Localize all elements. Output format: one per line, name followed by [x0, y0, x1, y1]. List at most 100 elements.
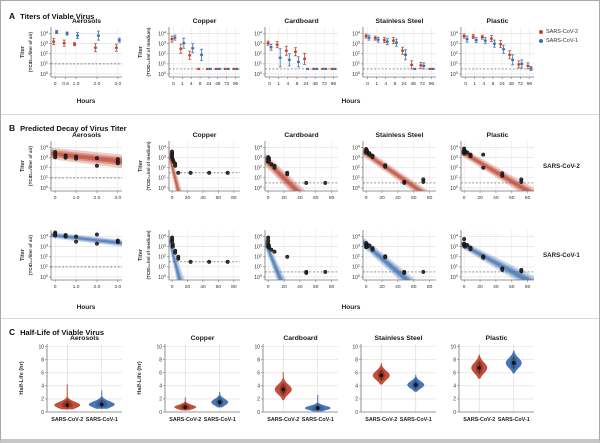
svg-text:102: 102	[450, 51, 458, 58]
legend-item-sars-cov-1: SARS-CoV-1	[539, 38, 578, 44]
svg-text:104: 104	[352, 144, 360, 151]
svg-text:0: 0	[41, 410, 44, 416]
svg-text:Cardboard: Cardboard	[283, 335, 317, 342]
svg-text:80: 80	[231, 284, 237, 290]
svg-text:6: 6	[453, 371, 456, 377]
svg-text:8: 8	[453, 357, 456, 363]
svg-text:100: 100	[158, 185, 166, 192]
svg-text:SARS-CoV-2: SARS-CoV-2	[365, 417, 397, 423]
svg-text:SARS-CoV-1: SARS-CoV-1	[302, 417, 334, 423]
svg-text:4: 4	[453, 384, 456, 390]
svg-text:(TCID₅₀/liter of air): (TCID₅₀/liter of air)	[28, 31, 33, 72]
svg-text:0: 0	[172, 81, 175, 87]
svg-text:Half-Life (hr): Half-Life (hr)	[137, 361, 143, 394]
svg-text:104: 104	[450, 233, 458, 240]
svg-text:1.0: 1.0	[73, 195, 80, 201]
svg-text:0: 0	[171, 284, 174, 290]
svg-text:20: 20	[477, 195, 483, 201]
panelB-cov1-plot-stainless-steel: 0 20 40 60 80 100 101 102 103 104	[347, 218, 439, 304]
panelB-row-sars-cov-1: 0 1.0 2.0 3.0 100 101 102 103 104 Titer (TCID₅₀/li…	[13, 218, 537, 304]
svg-text:0: 0	[54, 81, 57, 87]
svg-text:102: 102	[158, 51, 166, 58]
svg-text:104: 104	[158, 30, 166, 37]
svg-text:104: 104	[450, 144, 458, 151]
svg-text:2.0: 2.0	[94, 284, 101, 290]
legend-item-sars-cov-2: SARS-CoV-2	[539, 29, 578, 35]
svg-text:0: 0	[366, 81, 369, 87]
svg-text:104: 104	[40, 144, 48, 151]
svg-text:101: 101	[40, 264, 48, 271]
svg-text:102: 102	[254, 51, 262, 58]
svg-text:Aerosols: Aerosols	[70, 335, 99, 342]
svg-text:8: 8	[41, 357, 44, 363]
svg-text:3.0: 3.0	[114, 195, 121, 201]
panelB-cov2-plot-stainless-steel: 0 20 40 60 80 100 101 102 103 104 Stainless Steel	[347, 129, 439, 215]
svg-text:40: 40	[200, 284, 206, 290]
sars-cov-2-marker-icon	[539, 30, 543, 34]
svg-text:Aerosols: Aerosols	[72, 132, 101, 139]
svg-text:72: 72	[322, 81, 328, 87]
svg-text:0: 0	[464, 81, 467, 87]
svg-text:103: 103	[158, 154, 166, 161]
svg-text:100: 100	[352, 274, 360, 281]
svg-text:0: 0	[171, 195, 174, 201]
svg-text:40: 40	[297, 284, 303, 290]
svg-text:40: 40	[297, 195, 303, 201]
svg-text:104: 104	[254, 30, 262, 37]
section-a-letter: A	[9, 11, 16, 21]
svg-text:Titer: Titer	[20, 159, 26, 172]
svg-text:100: 100	[254, 71, 262, 78]
svg-text:101: 101	[40, 61, 48, 68]
svg-text:1: 1	[181, 81, 184, 87]
svg-text:80: 80	[427, 195, 433, 201]
sars-cov-1-marker-icon	[539, 39, 543, 43]
svg-text:6: 6	[159, 371, 162, 377]
svg-text:102: 102	[40, 254, 48, 261]
svg-text:2.0: 2.0	[94, 195, 101, 201]
panelB-row-sars-cov-2: 0 1.0 2.0 3.0 100 101 102 103 104 Titer (TCID₅₀/li…	[13, 129, 537, 215]
svg-text:3.0: 3.0	[114, 81, 121, 87]
svg-text:Half-Life (hr): Half-Life (hr)	[19, 361, 25, 394]
svg-text:104: 104	[254, 144, 262, 151]
section-b-header: B Predicted Decay of Virus Titer	[9, 118, 127, 136]
panelA-plot-stainless-steel: 0 1 4 8 24 48 72 96 100 101 102 103 104 Stainless Ste…	[347, 15, 439, 101]
svg-text:72: 72	[420, 81, 426, 87]
svg-text:100: 100	[158, 274, 166, 281]
svg-text:SARS-CoV-2: SARS-CoV-2	[51, 417, 83, 423]
svg-text:6: 6	[41, 371, 44, 377]
section-b-title: Predicted Decay of Virus Titer	[20, 124, 127, 133]
svg-text:104: 104	[158, 144, 166, 151]
panelC-plot-aerosols: 0 2 4 6 8 10 Half-Life (hr) Aerosols SARS-CoV-2 S…	[13, 332, 125, 439]
svg-text:100: 100	[40, 274, 48, 281]
svg-text:4: 4	[355, 384, 358, 390]
section-c-letter: C	[9, 327, 16, 337]
svg-text:20: 20	[477, 284, 483, 290]
svg-text:SARS-CoV-1: SARS-CoV-1	[86, 417, 118, 423]
svg-text:100: 100	[352, 185, 360, 192]
svg-text:6: 6	[257, 371, 260, 377]
svg-text:103: 103	[254, 154, 262, 161]
svg-text:80: 80	[329, 195, 335, 201]
svg-text:1.0: 1.0	[73, 284, 80, 290]
svg-text:Cardboard: Cardboard	[284, 18, 318, 25]
panelA-plot-cardboard: 0 1 4 8 24 48 72 96 100 101 102 103 104 Cardboard	[249, 15, 341, 101]
svg-text:60: 60	[411, 195, 417, 201]
svg-text:103: 103	[352, 243, 360, 250]
section-b-letter: B	[9, 123, 16, 133]
svg-text:4: 4	[190, 81, 193, 87]
panelB-cov2-plot-plastic: 0 20 40 60 80 100 101 102 103 104 Plastic	[445, 129, 537, 215]
panelA-plot-aerosols: 0 0.5 1.0 2.0 3.0 100 101 102 103 104 Titer (TCID₅₀…	[13, 15, 125, 101]
svg-text:2: 2	[41, 397, 44, 403]
panelC-plot-cardboard: 0 2 4 6 8 10 Cardboard SARS-CoV-2 SARS-CoV-1	[249, 332, 341, 439]
svg-text:100: 100	[450, 274, 458, 281]
svg-text:20: 20	[281, 195, 287, 201]
svg-text:102: 102	[254, 254, 262, 261]
svg-text:0: 0	[355, 410, 358, 416]
svg-text:20: 20	[185, 284, 191, 290]
panelC-plot-copper: 0 2 4 6 8 10 Half-Life (hr) Copper SARS-CoV-2 SAR…	[131, 332, 243, 439]
svg-text:2: 2	[257, 397, 260, 403]
svg-text:72: 72	[224, 81, 230, 87]
svg-text:101: 101	[158, 264, 166, 271]
svg-text:4: 4	[41, 384, 44, 390]
svg-text:(TCID₅₀/ml of medium): (TCID₅₀/ml of medium)	[146, 141, 151, 191]
